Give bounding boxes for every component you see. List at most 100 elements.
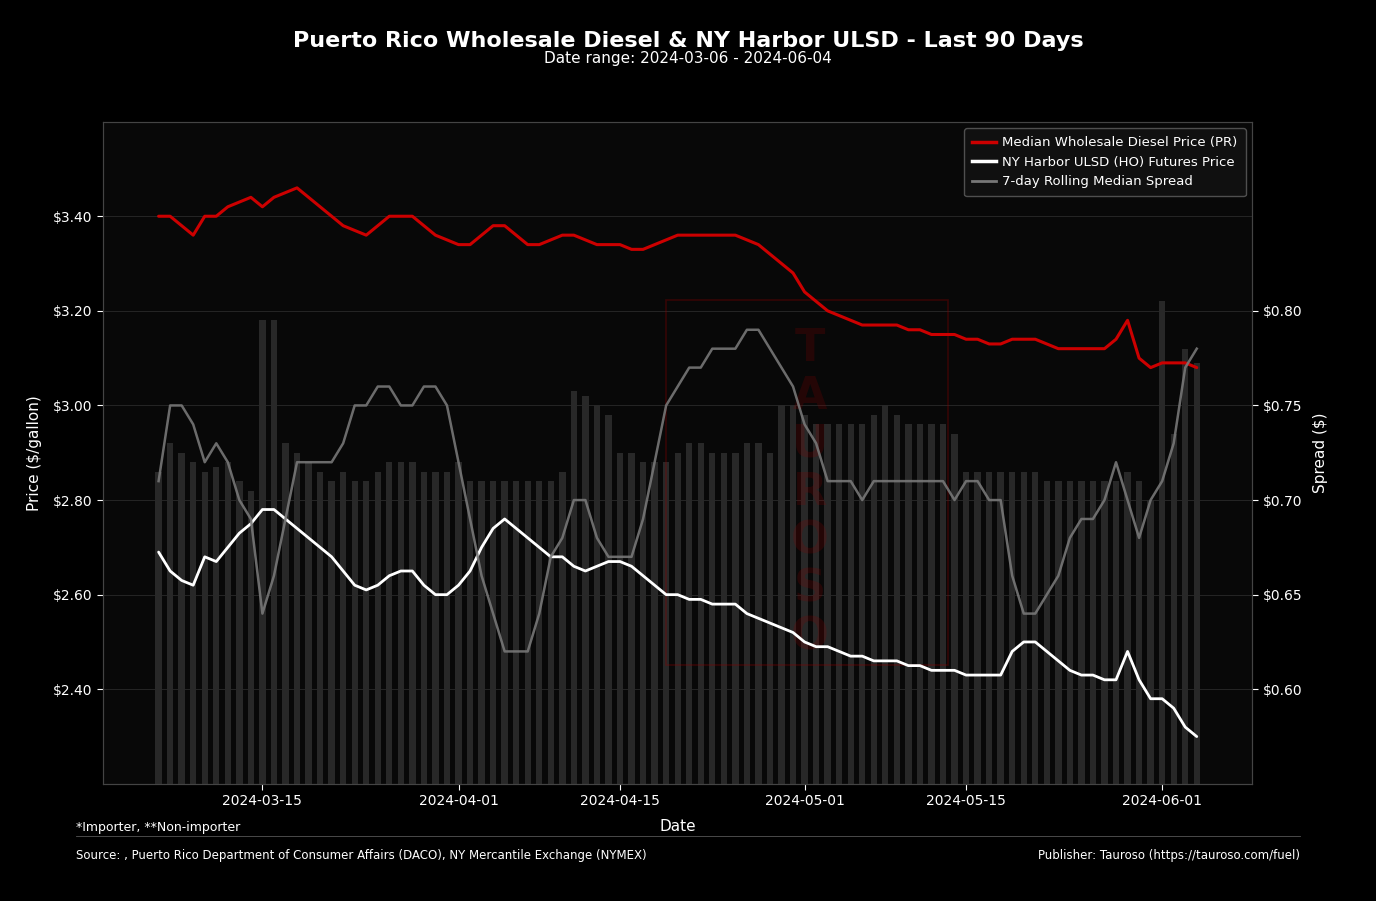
- Bar: [824, 424, 831, 784]
- Bar: [421, 472, 427, 784]
- Bar: [974, 472, 981, 784]
- Bar: [166, 443, 173, 784]
- Bar: [1159, 301, 1165, 784]
- Bar: [666, 300, 948, 665]
- Bar: [179, 453, 184, 784]
- Text: Publisher: Tauroso (https://tauroso.com/fuel): Publisher: Tauroso (https://tauroso.com/…: [1039, 850, 1300, 862]
- Bar: [1193, 363, 1200, 784]
- Bar: [687, 443, 692, 784]
- Bar: [1021, 472, 1026, 784]
- X-axis label: Date: Date: [659, 819, 696, 834]
- Bar: [755, 443, 761, 784]
- Bar: [640, 462, 647, 784]
- Bar: [801, 414, 808, 784]
- Bar: [813, 424, 819, 784]
- Bar: [340, 472, 347, 784]
- Bar: [190, 462, 197, 784]
- Bar: [363, 481, 369, 784]
- Text: Puerto Rico Wholesale Diesel & NY Harbor ULSD - Last 90 Days: Puerto Rico Wholesale Diesel & NY Harbor…: [293, 31, 1083, 50]
- Bar: [1043, 481, 1050, 784]
- Bar: [513, 481, 519, 784]
- Bar: [398, 462, 405, 784]
- Bar: [1113, 481, 1119, 784]
- Bar: [766, 453, 773, 784]
- Bar: [444, 472, 450, 784]
- Bar: [490, 481, 497, 784]
- Text: Date range: 2024-03-06 - 2024-06-04: Date range: 2024-03-06 - 2024-06-04: [544, 51, 832, 66]
- Bar: [351, 481, 358, 784]
- Bar: [1137, 481, 1142, 784]
- Bar: [893, 414, 900, 784]
- Bar: [929, 424, 934, 784]
- Bar: [1090, 481, 1097, 784]
- Bar: [548, 481, 555, 784]
- Bar: [316, 472, 323, 784]
- Bar: [271, 320, 277, 784]
- Bar: [998, 472, 1004, 784]
- Bar: [432, 472, 439, 784]
- Bar: [224, 462, 231, 784]
- Bar: [871, 414, 877, 784]
- Text: Source: , Puerto Rico Department of Consumer Affairs (DACO), NY Mercantile Excha: Source: , Puerto Rico Department of Cons…: [76, 850, 647, 862]
- Bar: [848, 424, 854, 784]
- Bar: [282, 443, 289, 784]
- Bar: [905, 424, 911, 784]
- Bar: [294, 453, 300, 784]
- Bar: [455, 462, 462, 784]
- Y-axis label: Spread ($): Spread ($): [1313, 413, 1328, 493]
- Bar: [466, 481, 473, 784]
- Bar: [479, 481, 484, 784]
- Bar: [779, 405, 784, 784]
- Bar: [916, 424, 923, 784]
- Bar: [790, 405, 797, 784]
- Text: *Importer, **Non-importer: *Importer, **Non-importer: [76, 821, 239, 833]
- Bar: [1171, 434, 1176, 784]
- Bar: [374, 472, 381, 784]
- Bar: [1182, 349, 1189, 784]
- Bar: [859, 424, 866, 784]
- Bar: [201, 472, 208, 784]
- Bar: [963, 472, 969, 784]
- Bar: [501, 481, 508, 784]
- Bar: [1009, 472, 1015, 784]
- Bar: [698, 443, 705, 784]
- Bar: [155, 472, 162, 784]
- Bar: [537, 481, 542, 784]
- Bar: [987, 472, 992, 784]
- Bar: [305, 462, 312, 784]
- Bar: [616, 453, 623, 784]
- Bar: [721, 453, 727, 784]
- Bar: [571, 391, 577, 784]
- Bar: [940, 424, 947, 784]
- Bar: [1079, 481, 1084, 784]
- Bar: [582, 396, 589, 784]
- Bar: [213, 467, 219, 784]
- Bar: [882, 405, 889, 784]
- Bar: [743, 443, 750, 784]
- Bar: [248, 491, 255, 784]
- Bar: [524, 481, 531, 784]
- Bar: [1032, 472, 1039, 784]
- Y-axis label: Price ($/gallon): Price ($/gallon): [28, 395, 43, 511]
- Bar: [1124, 472, 1131, 784]
- Bar: [1101, 481, 1108, 784]
- Bar: [651, 462, 658, 784]
- Bar: [674, 453, 681, 784]
- Bar: [329, 481, 334, 784]
- Bar: [1066, 481, 1073, 784]
- Bar: [259, 320, 266, 784]
- Text: T
A
U
R
O
S
O: T A U R O S O: [791, 327, 828, 659]
- Legend: Median Wholesale Diesel Price (PR), NY Harbor ULSD (HO) Futures Price, 7-day Rol: Median Wholesale Diesel Price (PR), NY H…: [965, 128, 1245, 196]
- Bar: [709, 453, 716, 784]
- Bar: [605, 414, 612, 784]
- Bar: [732, 453, 739, 784]
- Bar: [951, 434, 958, 784]
- Bar: [559, 472, 566, 784]
- Bar: [1148, 500, 1154, 784]
- Bar: [837, 424, 842, 784]
- Bar: [387, 462, 392, 784]
- Bar: [663, 462, 669, 784]
- Bar: [237, 481, 242, 784]
- Bar: [629, 453, 634, 784]
- Bar: [1055, 481, 1061, 784]
